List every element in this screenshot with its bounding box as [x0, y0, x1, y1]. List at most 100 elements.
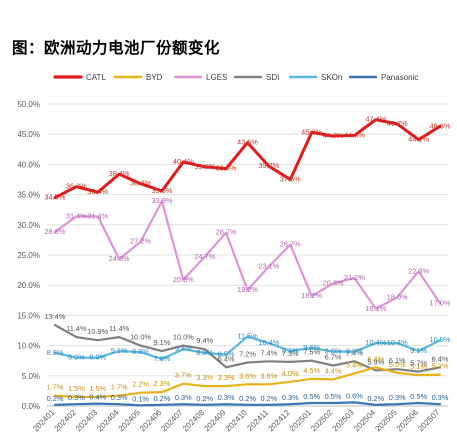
data-label-catl: 40.4% [173, 157, 194, 166]
data-label-catl: 37.5% [280, 175, 301, 184]
x-tick-label: 202502 [309, 408, 335, 434]
data-label-panasonic: 0.5% [410, 392, 427, 401]
data-label-byd: 1.5% [68, 384, 85, 393]
data-label-sdi: 7.3% [282, 349, 299, 358]
x-tick-label: 202406 [138, 408, 164, 434]
data-label-byd: 5.4% [346, 360, 363, 369]
y-tick-label: 5.0% [22, 372, 40, 381]
data-label-catl: 43.6% [237, 138, 258, 147]
legend-label: SKOn [321, 73, 342, 82]
y-tick-label: 20.0% [17, 281, 40, 290]
y-tick-label: 0.0% [22, 402, 40, 411]
data-label-skon: 8.9% [132, 347, 149, 356]
data-label-panasonic: 0.3% [68, 393, 85, 402]
x-tick-label: 202505 [373, 408, 399, 434]
data-label-skon: 9.1% [282, 346, 299, 355]
legend-item: BYD [113, 73, 163, 82]
data-label-catl: 39.6% [194, 162, 215, 171]
data-label-skon: 10.4% [387, 338, 408, 347]
data-label-lges: 24.7% [194, 252, 215, 261]
data-label-lges: 17.0% [430, 298, 451, 307]
data-label-catl: 46.3% [430, 121, 451, 130]
y-tick-label: 30.0% [17, 221, 40, 230]
x-tick-label: 202412 [266, 408, 292, 434]
data-label-panasonic: 0.3% [282, 393, 299, 402]
data-label-byd: 4.0% [282, 369, 299, 378]
data-label-byd: 2.3% [154, 379, 171, 388]
data-label-byd: 3.6% [239, 371, 256, 380]
x-tick-label: 202504 [352, 408, 378, 434]
data-label-byd: 5.2% [432, 362, 449, 371]
data-label-byd: 5.5% [389, 360, 406, 369]
data-label-catl: 47.4% [365, 115, 386, 124]
y-tick-label: 15.0% [17, 311, 40, 320]
y-axis-ticks: 0.0% 5.0% 10.0% 15.0% 20.0% 25.0% 30.0% 35.0% 40… [17, 100, 40, 411]
data-label-lges: 33.9% [151, 196, 172, 205]
data-label-lges: 28.7% [216, 228, 237, 237]
x-tick-label: 202401 [31, 408, 57, 434]
data-label-catl: 38.4% [109, 169, 130, 178]
data-label-skon: 9.6% [303, 343, 320, 352]
data-label-panasonic: 0.2% [154, 394, 171, 403]
data-label-sdi: 11.4% [66, 324, 87, 333]
data-label-skon: 9.0% [346, 347, 363, 356]
data-label-catl: 35.6% [151, 186, 172, 195]
data-label-catl: 35.4% [87, 187, 108, 196]
data-label-skon: 7.8% [154, 354, 171, 363]
data-label-sdi: 10.9% [87, 327, 108, 336]
data-label-sdi: 9.1% [154, 338, 171, 347]
data-label-sdi: 6.7% [325, 353, 342, 362]
data-label-lges: 20.3% [323, 278, 344, 287]
data-label-panasonic: 0.2% [196, 394, 213, 403]
data-label-sdi: 13.4% [45, 312, 66, 321]
x-tick-label: 202407 [160, 408, 186, 434]
data-label-lges: 18.2% [301, 291, 322, 300]
data-label-panasonic: 0.3% [111, 393, 128, 402]
series-line-panasonic [53, 401, 442, 407]
data-label-sdi: 7.4% [346, 348, 363, 357]
series-line-lges [53, 200, 442, 310]
data-label-catl: 36.8% [130, 179, 151, 188]
series-line-skon [53, 335, 442, 360]
data-label-skon: 8.0% [68, 353, 85, 362]
data-label-sdi: 10.0% [130, 333, 151, 342]
data-label-catl: 36.3% [66, 182, 87, 191]
legend-label: Panasonic [381, 73, 418, 82]
legend-label: LGES [206, 73, 227, 82]
data-label-sdi: 6.4% [432, 354, 449, 363]
data-label-byd: 4.5% [303, 366, 320, 375]
data-label-lges: 31.4% [87, 211, 108, 220]
legend-item: SDI [233, 73, 279, 82]
data-label-sdi: 7.4% [260, 348, 277, 357]
data-label-sdi: 9.4% [196, 336, 213, 345]
data-label-skon: 8.0% [89, 353, 106, 362]
data-label-sdi: 5.9% [367, 357, 384, 366]
y-tick-label: 50.0% [17, 100, 40, 109]
data-label-lges: 27.2% [130, 237, 151, 246]
legend-item: SKOn [288, 73, 342, 82]
x-tick-label: 202402 [53, 408, 79, 434]
data-label-panasonic: 0.2% [367, 394, 384, 403]
y-tick-label: 25.0% [17, 251, 40, 260]
x-tick-label: 202410 [224, 408, 250, 434]
y-tick-label: 35.0% [17, 191, 40, 200]
x-tick-label: 202409 [202, 408, 228, 434]
x-tick-label: 202507 [416, 408, 442, 434]
data-label-catl: 34.5% [45, 193, 66, 202]
data-label-catl: 39.7% [258, 161, 279, 170]
x-tick-label: 202411 [245, 408, 270, 433]
data-label-panasonic: 0.3% [389, 393, 406, 402]
x-tick-label: 202403 [74, 408, 100, 434]
y-tick-label: 40.0% [17, 160, 40, 169]
data-label-skon: 8.8% [47, 348, 64, 357]
data-label-skon: 9.1% [111, 346, 128, 355]
data-label-lges: 31.4% [66, 211, 87, 220]
data-label-byd: 5.1% [410, 362, 427, 371]
data-label-skon: 9.1% [410, 346, 427, 355]
data-label-lges: 20.9% [173, 275, 194, 284]
data-label-byd: 3.3% [218, 373, 235, 382]
x-axis-ticks: 2024012024022024032024042024052024062024… [31, 408, 442, 434]
data-label-panasonic: 0.5% [325, 392, 342, 401]
series-line-sdi [53, 324, 442, 373]
